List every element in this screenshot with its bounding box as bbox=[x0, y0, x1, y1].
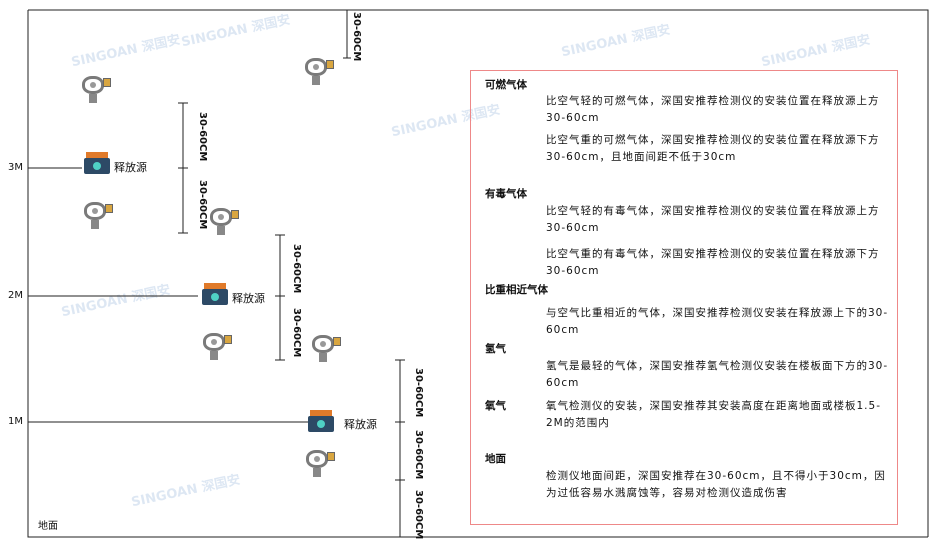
gas-detector-icon bbox=[306, 450, 335, 480]
gas-detector-icon bbox=[312, 335, 341, 365]
gas-detector-icon bbox=[82, 76, 111, 106]
heading-similar-density: 比重相近气体 bbox=[485, 284, 548, 296]
release-source-label: 释放源 bbox=[344, 418, 377, 431]
level-1m: 1M bbox=[8, 416, 23, 427]
para: 比空气重的可燃气体，深国安推荐检测仪的安装位置在释放源下方30-60cm，且地面… bbox=[546, 134, 880, 163]
dimension-label: 30-60CM bbox=[197, 112, 208, 162]
dimension-label: 30-60CM bbox=[413, 430, 424, 480]
heading-oxygen: 氧气 bbox=[485, 400, 506, 412]
heading-hydrogen: 氢气 bbox=[485, 343, 506, 355]
installation-guidelines-panel: 可燃气体 比空气轻的可燃气体，深国安推荐检测仪的安装位置在释放源上方30-60c… bbox=[470, 70, 898, 525]
para: 比空气重的有毒气体，深国安推荐检测仪的安装位置在释放源下方30-60cm bbox=[546, 248, 880, 277]
heading-toxic: 有毒气体 bbox=[485, 188, 527, 200]
dimension-label: 30-60CM bbox=[197, 180, 208, 230]
release-source-label: 释放源 bbox=[232, 292, 265, 305]
heading-ground: 地面 bbox=[485, 453, 506, 465]
para: 氢气是最轻的气体，深国安推荐氢气检测仪安装在楼板面下方的30-60cm bbox=[546, 360, 889, 389]
dimension-label: 30-60CM bbox=[413, 368, 424, 418]
para: 氧气检测仪的安装，深国安推荐其安装高度在距离地面或楼板1.5-2M的范围内 bbox=[546, 400, 881, 429]
heading-combustible: 可燃气体 bbox=[485, 79, 527, 91]
release-source-icon bbox=[308, 410, 334, 434]
release-source-icon bbox=[202, 283, 228, 307]
gas-detector-icon bbox=[305, 58, 334, 88]
para: 检测仪地面间距，深国安推荐在30-60cm，且不得小于30cm，因为过低容易水溅… bbox=[546, 470, 886, 499]
para: 比空气轻的有毒气体，深国安推荐检测仪的安装位置在释放源上方30-60cm bbox=[546, 205, 880, 234]
release-source-icon bbox=[84, 152, 110, 176]
dimension-label: 30-60CM bbox=[291, 244, 302, 294]
level-2m: 2M bbox=[8, 290, 23, 301]
release-source-label: 释放源 bbox=[114, 161, 147, 174]
level-3m: 3M bbox=[8, 162, 23, 173]
dimension-label: 30-60CM bbox=[413, 490, 424, 540]
gas-detector-icon bbox=[203, 333, 232, 363]
gas-detector-icon bbox=[84, 202, 113, 232]
para: 比空气轻的可燃气体，深国安推荐检测仪的安装位置在释放源上方30-60cm bbox=[546, 95, 880, 124]
ground-label: 地面 bbox=[38, 521, 58, 532]
dimension-label: 30-60CM bbox=[291, 308, 302, 358]
para: 与空气比重相近的气体，深国安推荐检测仪安装在释放源上下的30-60cm bbox=[546, 307, 889, 336]
gas-detector-icon bbox=[210, 208, 239, 238]
dimension-label: 30-60CM bbox=[351, 12, 362, 62]
